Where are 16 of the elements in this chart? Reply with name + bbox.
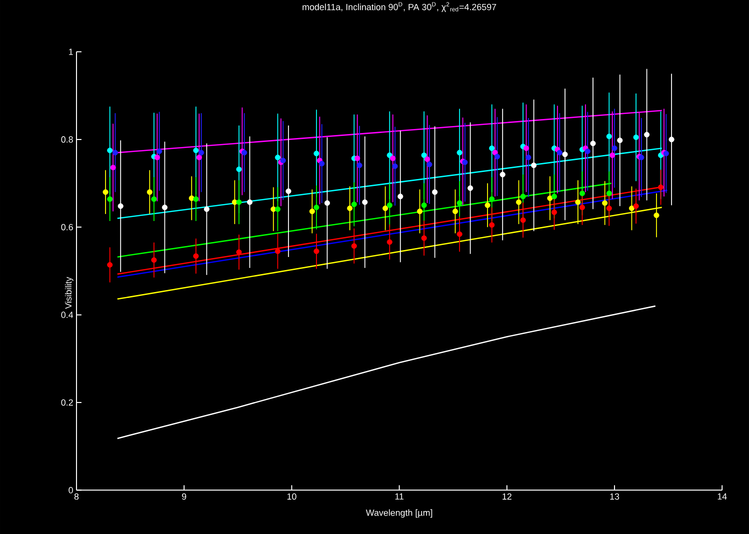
y-tick-label: 0.2 xyxy=(61,399,73,406)
x-tick-label: 8 xyxy=(74,493,79,500)
x-tick-label: 9 xyxy=(182,493,186,500)
y-axis-title: Visibility xyxy=(64,276,74,309)
y-tick-label: 0.4 xyxy=(61,312,74,318)
y-tick-label: 0 xyxy=(68,487,73,494)
y-tick-label: 0.6 xyxy=(61,224,73,230)
x-tick-label: 10 xyxy=(287,493,296,500)
x-tick-label: 13 xyxy=(610,493,620,500)
x-axis-title: Wavelength [µm] xyxy=(366,509,432,518)
y-tick-label: 0.8 xyxy=(61,136,73,143)
x-tick-label: 14 xyxy=(718,493,727,500)
y-tick-label: 1 xyxy=(69,48,73,55)
x-tick-label: 12 xyxy=(502,493,512,500)
x-tick-label: 11 xyxy=(395,493,404,500)
chart-title: model11a, Inclination 90$^{D}$, PA 30$^{D}$, χ$^{2}$$_{red}$=4.26597 xyxy=(302,2,496,12)
